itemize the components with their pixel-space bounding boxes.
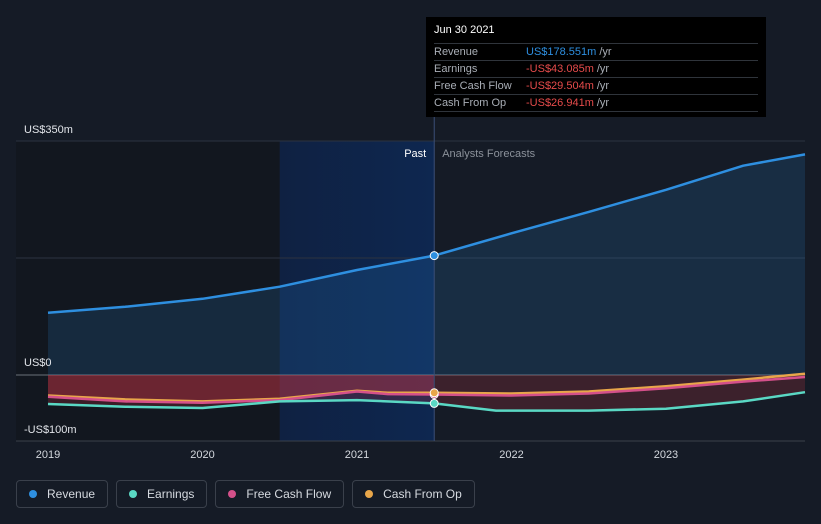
tooltip-row-name: Cash From Op <box>434 97 507 109</box>
legend-item-cash-from-op[interactable]: Cash From Op <box>352 480 475 508</box>
legend-label: Earnings <box>147 487 195 501</box>
legend-dot-icon <box>365 490 374 498</box>
tooltip-row-name: Free Cash Flow <box>434 80 512 92</box>
legend-item-free-cash-flow[interactable]: Free Cash Flow <box>215 480 345 508</box>
revenue-area <box>48 154 805 375</box>
x-tick-label: 2019 <box>36 449 60 461</box>
legend-label: Free Cash Flow <box>246 487 332 501</box>
forecast-label: Analysts Forecasts <box>442 148 535 160</box>
past-negative-area <box>48 375 435 403</box>
tooltip-row-value: -US$29.504m <box>526 80 594 92</box>
tooltip-row-value: -US$26.941m <box>526 97 594 109</box>
tooltip-row-name: Earnings <box>434 63 478 75</box>
y-axis-label: US$0 <box>24 357 52 369</box>
tooltip-row-revenue: Revenue US$178.551m /yr <box>434 43 758 60</box>
tooltip-row-value: -US$43.085m <box>526 63 594 75</box>
legend-label: Revenue <box>47 487 96 501</box>
legend: Revenue Earnings Free Cash Flow Cash Fro… <box>16 480 475 508</box>
past-label: Past <box>404 148 426 160</box>
legend-item-earnings[interactable]: Earnings <box>116 480 208 508</box>
tooltip: Jun 30 2021 Revenue US$178.551m /yr Earn… <box>426 17 766 117</box>
tooltip-row-cash-from-op: Cash From Op -US$26.941m /yr <box>434 94 758 112</box>
tooltip-row-earnings: Earnings -US$43.085m /yr <box>434 60 758 77</box>
legend-dot-icon <box>228 490 237 498</box>
marker-cash-from-op <box>429 388 439 398</box>
tooltip-row-unit: /yr <box>599 46 612 58</box>
x-tick-label: 2021 <box>345 449 369 461</box>
tooltip-row-free-cash-flow: Free Cash Flow -US$29.504m /yr <box>434 77 758 94</box>
tooltip-date: Jun 30 2021 <box>434 24 495 36</box>
tooltip-row-name: Revenue <box>434 46 479 58</box>
tooltip-row-value: US$178.551m <box>526 46 597 58</box>
legend-item-revenue[interactable]: Revenue <box>16 480 109 508</box>
series-line-free-cash-flow <box>47 375 806 404</box>
legend-dot-icon <box>129 490 138 498</box>
series-line-cash-from-op <box>47 372 806 403</box>
tooltip-row-unit: /yr <box>596 80 610 92</box>
tooltip-row-unit: /yr <box>596 63 610 75</box>
marker-revenue <box>429 251 439 261</box>
x-tick-label: 2023 <box>654 449 678 461</box>
tooltip-row-unit: /yr <box>596 97 610 109</box>
y-axis-label: US$350m <box>24 124 73 136</box>
y-axis-label: -US$100m <box>24 424 77 436</box>
legend-dot-icon <box>29 490 37 498</box>
x-tick-label: 2020 <box>190 449 214 461</box>
x-tick-label: 2022 <box>499 449 523 461</box>
legend-label: Cash From Op <box>383 487 462 501</box>
marker-earnings <box>429 398 439 408</box>
past-region <box>16 141 280 441</box>
